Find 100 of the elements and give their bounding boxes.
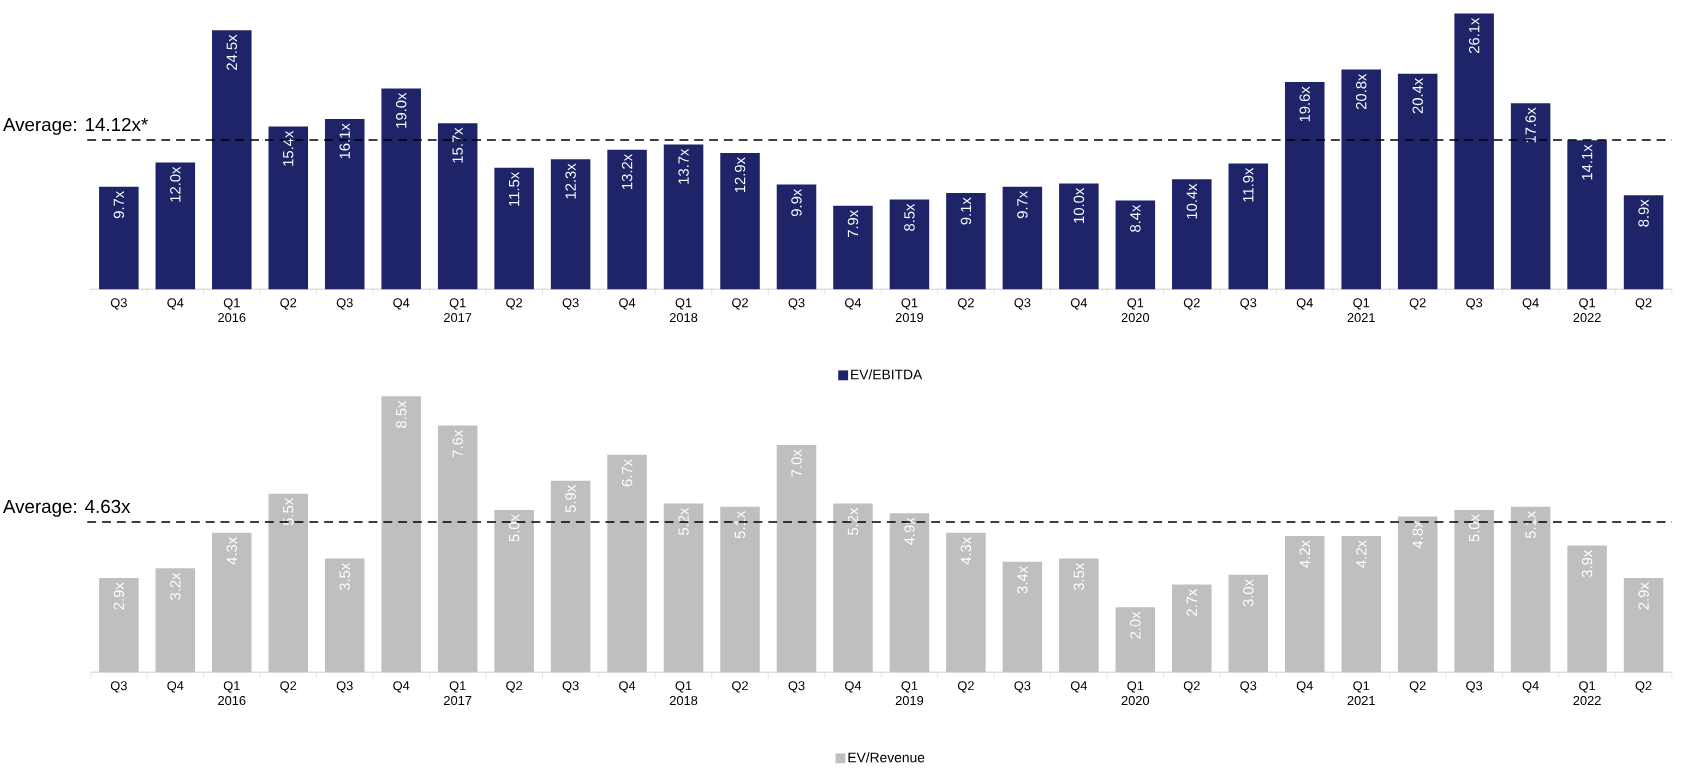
data-label: 4.8x xyxy=(1412,520,1423,549)
bar xyxy=(212,30,252,290)
data-label: 3.4x xyxy=(1017,566,1028,594)
data-label: 4.9x xyxy=(904,517,915,545)
data-label: 26.1x xyxy=(1468,17,1480,53)
x-tick-label: Q2 xyxy=(957,298,974,310)
bar xyxy=(99,186,139,290)
bar xyxy=(1002,186,1043,290)
bar xyxy=(1567,140,1607,290)
bar xyxy=(1284,81,1325,290)
data-label: 6.7x xyxy=(621,458,633,487)
x-tick-label: Q3 xyxy=(1014,298,1031,310)
x-tick-label: Q3 xyxy=(562,298,579,310)
x-tick-label: Q2 xyxy=(506,681,523,693)
bar xyxy=(268,493,309,673)
data-label: 24.5x xyxy=(226,34,238,70)
bar xyxy=(268,126,309,290)
bar xyxy=(437,123,478,290)
bar xyxy=(1510,506,1551,673)
bar xyxy=(550,159,591,290)
x-tick-label: Q3 xyxy=(1240,681,1257,693)
data-label: 4.2x xyxy=(1299,540,1310,568)
bar xyxy=(1454,509,1494,673)
x-tick-label: Q4 xyxy=(619,298,636,310)
x-tick-label: Q1 2022 xyxy=(1573,298,1601,322)
x-tick-label: Q1 2017 xyxy=(444,681,472,705)
bar xyxy=(1623,195,1664,290)
bar xyxy=(1284,535,1325,673)
bar xyxy=(889,513,930,673)
x-tick-label: Q1 2016 xyxy=(218,298,246,322)
bar xyxy=(946,192,986,290)
x-tick-label: Q4 xyxy=(1296,681,1313,693)
x-tick-label: Q4 xyxy=(619,681,636,693)
bar xyxy=(1172,584,1212,673)
data-label: 9.7x xyxy=(113,190,125,219)
x-tick-label: Q2 xyxy=(506,298,523,310)
ref-line-label: Average: 14.12x* xyxy=(2,117,148,135)
x-tick-label: Q4 xyxy=(1296,298,1313,310)
x-tick-label: Q3 xyxy=(336,681,353,693)
x-tick-label: Q1 2017 xyxy=(444,298,472,322)
data-label: 15.7x xyxy=(452,127,463,163)
bar xyxy=(324,558,365,673)
x-tick-label: Q3 xyxy=(110,681,127,693)
bar xyxy=(324,118,365,290)
x-tick-label: Q1 2021 xyxy=(1347,298,1375,322)
data-label: 3.9x xyxy=(1581,549,1593,578)
data-label: 2.0x xyxy=(1130,611,1141,639)
data-label: 15.4x xyxy=(283,130,294,166)
x-tick-label: Q3 xyxy=(562,681,579,693)
bar xyxy=(720,506,760,673)
legend-label: EV/Revenue xyxy=(848,752,925,763)
data-label: 4.3x xyxy=(960,536,972,565)
data-label: 3.5x xyxy=(339,562,350,591)
x-tick-label: Q2 xyxy=(280,298,297,310)
bar xyxy=(720,152,760,290)
data-label: 2.7x xyxy=(1186,588,1197,616)
bar xyxy=(1510,103,1551,290)
x-tick-label: Q1 2019 xyxy=(895,298,924,322)
data-label: 4.2x xyxy=(1356,540,1367,568)
data-label: 5.0x xyxy=(1468,514,1480,542)
bar xyxy=(776,184,817,290)
bar xyxy=(1059,183,1099,290)
bar xyxy=(1623,577,1664,673)
data-label: 9.9x xyxy=(791,188,802,216)
x-tick-label: Q2 xyxy=(280,681,297,693)
x-tick-label: Q4 xyxy=(167,681,184,693)
data-label: 12.0x xyxy=(170,166,181,202)
x-tick-label: Q3 xyxy=(788,298,805,310)
bar xyxy=(663,503,704,673)
bar xyxy=(494,509,534,673)
x-tick-label: Q2 xyxy=(1635,681,1652,693)
data-label: 2.9x xyxy=(1638,582,1649,610)
ref-line-label: Average: 4.63x xyxy=(2,499,131,517)
legend-label: EV/EBITDA xyxy=(851,369,923,380)
bar xyxy=(889,199,930,290)
x-tick-label: Q4 xyxy=(393,681,410,693)
data-label: 9.7x xyxy=(1017,190,1028,219)
data-label: 7.6x xyxy=(452,429,463,457)
x-tick-label: Q1 2018 xyxy=(669,681,698,705)
x-tick-label: Q3 xyxy=(336,298,353,310)
bar xyxy=(663,144,704,290)
bar xyxy=(1059,558,1099,673)
data-label: 5.0x xyxy=(508,514,520,542)
data-label: 11.5x xyxy=(508,171,520,206)
x-tick-label: Q2 xyxy=(1409,298,1426,310)
data-label: 7.0x xyxy=(791,449,802,477)
bar xyxy=(1228,163,1269,290)
data-label: 5.1x xyxy=(1525,510,1536,539)
data-label: 14.1x xyxy=(1582,144,1593,180)
data-label: 8.9x xyxy=(1638,199,1649,227)
data-label: 12.9x xyxy=(734,157,746,192)
bar xyxy=(833,503,873,673)
x-tick-label: Q2 xyxy=(1183,298,1200,310)
data-label: 20.4x xyxy=(1412,77,1423,114)
x-tick-label: Q3 xyxy=(1014,681,1031,693)
x-tick-label: Q2 xyxy=(1183,681,1200,693)
data-label: 20.8x xyxy=(1355,73,1367,109)
bar xyxy=(607,149,647,290)
data-label: 8.5x xyxy=(395,400,407,428)
data-label: 3.2x xyxy=(170,572,181,600)
